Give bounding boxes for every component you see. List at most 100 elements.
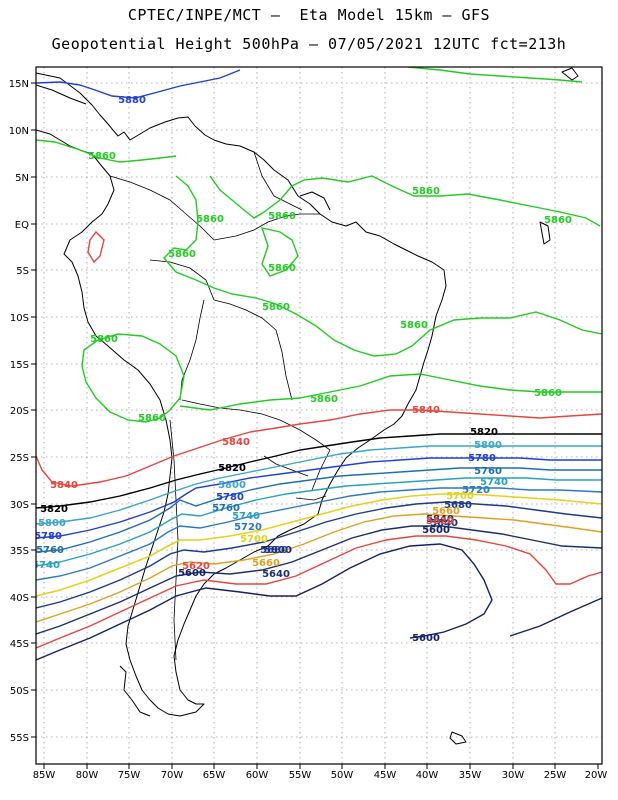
lon-tick-label: 70W [161,770,184,781]
contour-5760 [36,467,602,553]
lon-labels: 85W 80W 75W 70W 65W 60W 55W 50W 45W 40W … [33,770,608,781]
contour-label: 5780 [216,492,244,503]
lon-tick-label: 20W [585,770,608,781]
contour-5600 [36,543,602,661]
contour-labels: 5880 5860 5860 5860 5860 5860 5860 5860 … [32,95,572,644]
contour-label: 5740 [480,477,508,488]
contour-label: 5840 [412,405,440,416]
contour-5620 [36,535,602,649]
contour-label: 5760 [36,545,64,556]
contour-label: 5860 [138,413,166,424]
contour-5680 [36,501,602,609]
contour-label: 5840 [426,514,454,525]
lon-tick-label: 50W [331,770,354,781]
contour-label: 5860 [412,186,440,197]
lat-tick-label: 50S [10,686,29,697]
contour-label: 5780 [34,531,62,542]
contour-label: 5660 [252,558,280,569]
contour-label: 5680 [444,500,472,511]
contour-label: 5760 [474,466,502,477]
contour-label: 5660 [432,506,460,517]
contour-label: 5800 [474,440,502,451]
lat-tick-label: 5N [15,173,29,184]
contour-label: 5620 [182,561,210,572]
contour-label: 5800 [218,480,246,491]
contour-label: 5640 [430,518,458,529]
contour-label: 5880 [118,95,146,106]
lon-tick-label: 40W [416,770,439,781]
contour-label: 5600 [412,633,440,644]
contour-label: 5860 [400,320,428,331]
contour-label: 5860 [90,334,118,345]
lon-tick-label: 45W [374,770,397,781]
lat-tick-label: 35S [10,546,29,557]
lon-tick-label: 30W [502,770,525,781]
chart-title: CPTEC/INPE/MCT – Eta Model 15km – GFS [127,6,491,24]
lat-tick-label: 15N [9,79,29,90]
lon-tick-label: 55W [289,770,312,781]
lon-tick-label: 60W [246,770,269,781]
lat-tick-label: 20S [10,406,29,417]
grid-lines [36,67,602,764]
contour-label: 5860 [544,215,572,226]
contour-label: 5820 [470,427,498,438]
axis-ticks [31,82,599,769]
contour-5640 [36,525,602,635]
contour-label: 5760 [212,503,240,514]
lat-labels: 15N 10N 5N EQ 5S 10S 15S 20S 25S 30S 35S… [9,79,29,744]
lon-tick-label: 85W [33,770,56,781]
lat-tick-label: 40S [10,593,29,604]
contour-5860 [36,67,602,423]
contour-5840 [36,230,602,487]
contour-label: 5860 [262,302,290,313]
contour-5660 [36,513,602,623]
contour-label: 5800 [38,518,66,529]
lat-tick-label: 15S [10,360,29,371]
contour-label: 5860 [196,214,224,225]
lon-tick-label: 25W [544,770,567,781]
contour-5700 [36,493,602,597]
contour-label: 5600 [422,525,450,536]
contour-label: 5720 [234,522,262,533]
contour-5720 [36,487,602,581]
contour-label: 5700 [446,491,474,502]
contour-label: 5620 [426,516,454,527]
lon-tick-label: 65W [203,770,226,781]
lat-tick-label: 45S [10,639,29,650]
contour-label: 5720 [462,485,490,496]
contour-5820 [36,433,602,509]
contour-label: 5820 [218,463,246,474]
contour-label: 5820 [40,504,68,515]
contour-5800 [36,445,602,525]
lon-tick-label: 35W [459,770,482,781]
lon-tick-label: 80W [76,770,99,781]
contour-label: 5600 [178,568,206,579]
chart-subtitle: Geopotential Height 500hPa – 07/05/2021 … [51,35,567,53]
contour-label: 5860 [88,151,116,162]
contour-label: 5860 [310,394,338,405]
contour-label: 5640 [262,569,290,580]
contour-5780 [36,457,602,539]
lat-tick-label: 55S [10,733,29,744]
country-borders [109,151,331,661]
lon-tick-label: 75W [118,770,141,781]
contour-label: 5780 [468,453,496,464]
contour-label: 5700 [240,534,268,545]
contour-label: 5860 [268,263,296,274]
lat-tick-label: 10S [10,313,29,324]
lat-tick-label: 10N [9,126,29,137]
map-frame [35,66,603,765]
contour-label: 5840 [50,480,78,491]
lat-tick-label: 5S [16,266,29,277]
contour-label: 5680 [260,545,288,556]
contour-label: 5740 [32,560,60,571]
contour-label: 5860 [168,249,196,260]
lat-tick-label: 25S [10,453,29,464]
contour-label: 5740 [232,511,260,522]
lat-tick-label: 30S [10,500,29,511]
contour-label: 5860 [268,211,296,222]
contour-label: 5860 [534,388,562,399]
lat-tick-label: EQ [15,220,29,231]
contour-label: 5800 [264,545,292,556]
